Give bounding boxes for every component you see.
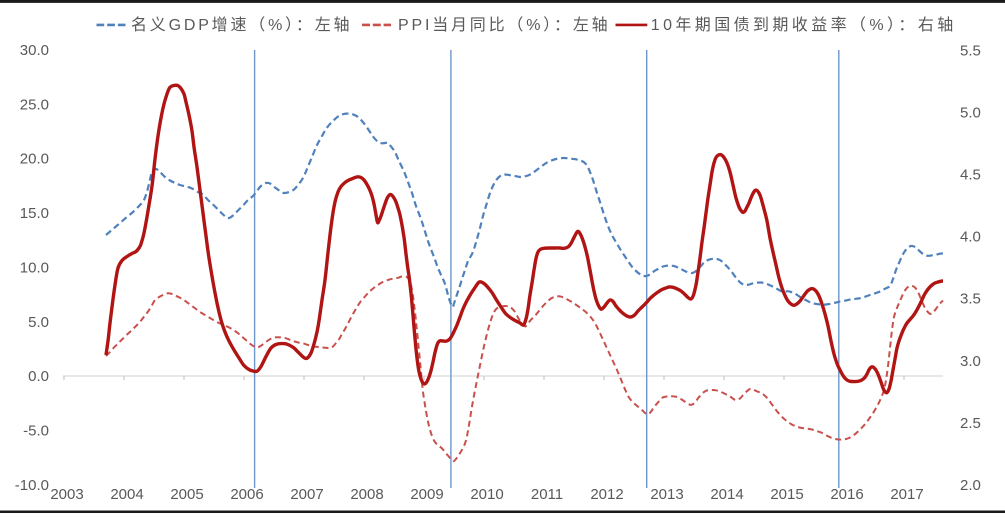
svg-text:3.5: 3.5: [960, 291, 981, 308]
svg-text:2003: 2003: [50, 486, 83, 503]
svg-text:25.0: 25.0: [20, 96, 49, 113]
svg-text:5.0: 5.0: [28, 314, 49, 331]
svg-text:2015: 2015: [770, 486, 803, 503]
svg-text:2011: 2011: [531, 486, 563, 503]
svg-text:2009: 2009: [410, 486, 443, 503]
svg-text:5.0: 5.0: [960, 105, 981, 122]
svg-text:20.0: 20.0: [20, 151, 49, 168]
svg-text:30.0: 30.0: [20, 42, 49, 59]
svg-text:2.0: 2.0: [960, 477, 981, 494]
svg-text:名义GDP增速（%）：左轴: 名义GDP增速（%）：左轴: [131, 16, 352, 34]
svg-text:2013: 2013: [650, 486, 683, 503]
svg-text:2017: 2017: [890, 486, 923, 503]
svg-text:PPI当月同比（%）：左轴: PPI当月同比（%）：左轴: [398, 16, 610, 34]
svg-text:2.5: 2.5: [960, 415, 981, 432]
svg-text:2007: 2007: [290, 486, 323, 503]
svg-text:0.0: 0.0: [28, 368, 49, 385]
svg-text:2004: 2004: [110, 486, 143, 503]
svg-text:-5.0: -5.0: [23, 423, 49, 440]
svg-text:2012: 2012: [590, 486, 623, 503]
svg-text:10.0: 10.0: [20, 260, 49, 277]
svg-text:2014: 2014: [710, 486, 743, 503]
svg-text:10年期国债到期收益率（%）：右轴: 10年期国债到期收益率（%）：右轴: [651, 16, 957, 34]
svg-text:4.0: 4.0: [960, 229, 981, 246]
svg-text:2010: 2010: [470, 486, 503, 503]
svg-text:4.5: 4.5: [960, 167, 981, 184]
svg-text:15.0: 15.0: [20, 205, 49, 222]
svg-text:2005: 2005: [170, 486, 203, 503]
svg-text:2008: 2008: [350, 486, 383, 503]
svg-text:5.5: 5.5: [960, 42, 981, 59]
svg-text:2016: 2016: [830, 486, 863, 503]
svg-text:2006: 2006: [230, 486, 263, 503]
svg-text:3.0: 3.0: [960, 353, 981, 370]
svg-text:-10.0: -10.0: [15, 477, 49, 494]
